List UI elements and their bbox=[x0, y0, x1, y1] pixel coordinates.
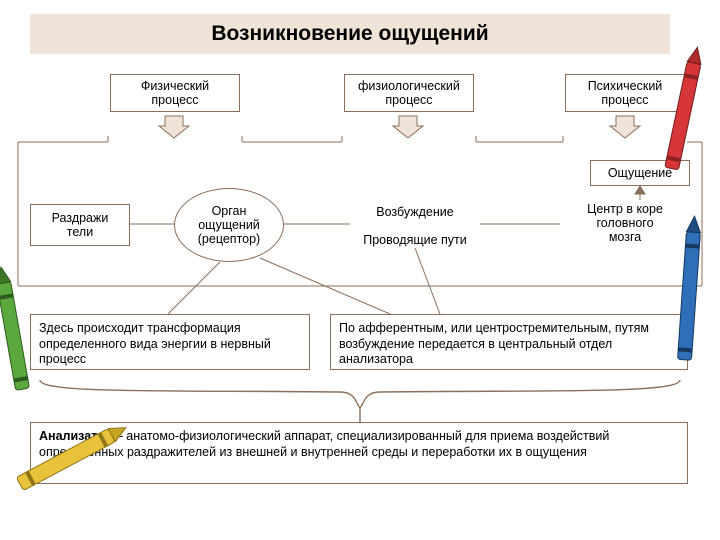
process-psychic: Психическийпроцесс bbox=[565, 74, 685, 112]
pathways-text: Проводящие пути bbox=[350, 233, 480, 247]
stimuli-box: Раздражители bbox=[30, 204, 130, 246]
desc-right: По афферентным, или центростремительным,… bbox=[330, 314, 688, 370]
process-physiological: физиологическийпроцесс bbox=[344, 74, 474, 112]
excitation-text: Возбуждение bbox=[350, 205, 480, 219]
analyzer-text: – анатомо-физиологический аппарат, специ… bbox=[39, 429, 609, 459]
sensation-box: Ощущение bbox=[590, 160, 690, 186]
title-bar: Возникновение ощущений bbox=[30, 14, 670, 54]
center-text: Центр в кореголовногомозга bbox=[560, 202, 690, 244]
analyzer-term: Анализатор bbox=[39, 429, 112, 443]
desc-left: Здесь происходит трансформация определен… bbox=[30, 314, 310, 370]
title-text: Возникновение ощущений bbox=[211, 22, 488, 46]
analyzer-box: Анализатор – анатомо-физиологический апп… bbox=[30, 422, 688, 484]
receptor-ellipse: Органощущений(рецептор) bbox=[174, 188, 284, 262]
process-physical: Физическийпроцесс bbox=[110, 74, 240, 112]
